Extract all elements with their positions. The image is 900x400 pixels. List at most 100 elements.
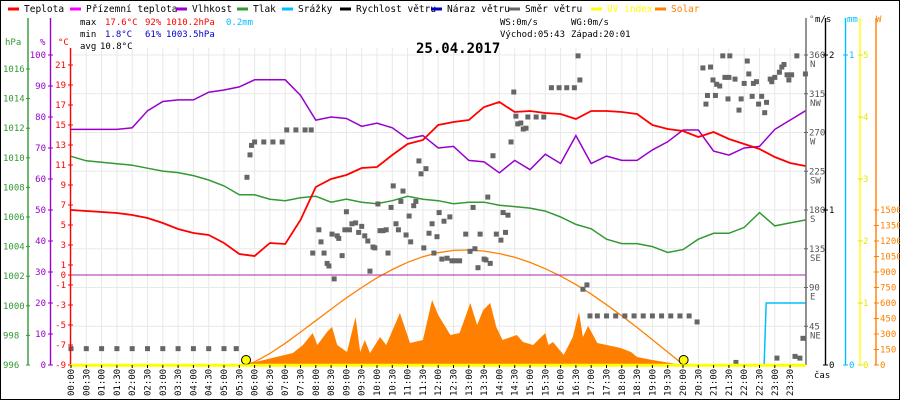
solar-tick-label: 900 xyxy=(880,268,896,278)
wind-direction-point xyxy=(249,142,255,148)
humidity-tick-label: 90 xyxy=(35,82,46,92)
wind-direction-point xyxy=(439,256,445,262)
pressure-tick-label: 1012 xyxy=(3,124,25,134)
legend-label: Tlak xyxy=(253,4,276,15)
temperature-tick-label: -5 xyxy=(55,321,66,331)
humidity-tick-label: 10 xyxy=(35,330,46,340)
temperature-tick-label: 15 xyxy=(55,121,66,131)
wind-direction-point xyxy=(786,77,792,83)
wind-direction-point xyxy=(160,346,166,352)
stat-max-temp: 17.6°C xyxy=(105,18,138,28)
x-tick-label: 03:00 xyxy=(159,369,169,396)
wind-direction-point xyxy=(710,77,716,83)
pressure-tick-label: 1014 xyxy=(3,95,25,105)
wind-direction-point xyxy=(515,121,521,127)
x-tick-label: 09:30 xyxy=(358,369,368,396)
wind-direction-point xyxy=(789,72,795,78)
solar-tick-label: 450 xyxy=(880,315,896,325)
direction-tick-label: 270 xyxy=(809,129,825,139)
legend-label: Solar xyxy=(671,4,700,15)
wind-direction-point xyxy=(261,139,267,145)
temperature-tick-label: 19 xyxy=(55,81,66,91)
wind-direction-point xyxy=(722,74,728,80)
wind-direction-point xyxy=(206,346,212,352)
x-tick-label: 14:30 xyxy=(511,369,521,396)
x-tick-label: 01:30 xyxy=(113,369,123,396)
x-tick-label: 03:30 xyxy=(174,369,184,396)
x-tick-label: 11:30 xyxy=(419,369,429,396)
wind-direction-point xyxy=(449,258,455,264)
wind-direction-point xyxy=(406,213,412,219)
wind-direction-point xyxy=(346,227,352,233)
temperature-tick-label: 11 xyxy=(55,161,66,171)
wind-direction-point xyxy=(472,246,478,252)
wind-direction-point xyxy=(511,89,517,95)
humidity-tick-label: 20 xyxy=(35,299,46,309)
wind-direction-point xyxy=(321,250,327,256)
stat-sunset: Západ:20:01 xyxy=(571,30,631,40)
wind-direction-point xyxy=(400,188,406,194)
wind-direction-point xyxy=(444,255,450,261)
direction-tick-label: 135 xyxy=(809,245,825,255)
wind-direction-point xyxy=(575,53,581,59)
wind-direction-point xyxy=(324,260,330,266)
direction-tick-label: 90 xyxy=(809,284,820,294)
sunrise-marker xyxy=(241,355,252,365)
x-tick-label: 15:30 xyxy=(541,369,551,396)
temperature-tick-label: 21 xyxy=(55,61,66,71)
temperature-line xyxy=(70,101,806,257)
wind-direction-point xyxy=(365,238,371,244)
stat-min-hum: 61% xyxy=(145,30,162,40)
wind-direction-point xyxy=(145,346,150,352)
chart-title-date: 25.04.2017 xyxy=(416,41,500,57)
wind-direction-point xyxy=(252,139,258,145)
solar-tick-label: 750 xyxy=(880,284,896,294)
wind-direction-point xyxy=(725,96,731,102)
stat-wind-gust: WG:0m/s xyxy=(571,18,609,28)
wind-direction-point xyxy=(362,233,368,239)
x-tick-label: 04:30 xyxy=(205,369,215,396)
wind-direction-point xyxy=(649,313,655,319)
x-tick-label: 07:00 xyxy=(281,369,291,396)
wind-tick-label: 1 xyxy=(829,206,834,216)
wind-direction-point xyxy=(732,76,738,82)
wind-direction-point xyxy=(467,248,473,254)
solar-tick-label: 1500 xyxy=(880,206,900,216)
solar-tick-label: 300 xyxy=(880,330,896,340)
wind-direction-point xyxy=(587,313,593,319)
wind-direction-point xyxy=(604,313,609,319)
wind-direction-point xyxy=(247,152,253,158)
wind-direction-point xyxy=(764,99,770,105)
wind-direction-point xyxy=(700,65,706,71)
axes-layer: hPa% °C9969981000100210041006100810101012… xyxy=(3,15,900,396)
solar-tick-label: 1200 xyxy=(880,237,900,247)
direction-tick-label: 180 xyxy=(809,206,825,216)
wind-direction-point xyxy=(452,258,458,264)
wind-direction-point xyxy=(640,313,646,319)
wind-direction-point xyxy=(686,313,692,319)
x-tick-label: 18:30 xyxy=(633,369,643,396)
stat-max-rain: 0.2mm xyxy=(226,18,253,28)
wind-direction-point xyxy=(548,85,554,91)
x-tick-label: 02:00 xyxy=(128,369,138,396)
wind-direction-point xyxy=(377,228,383,234)
wind-direction-point xyxy=(564,85,570,91)
wind-direction-point xyxy=(518,120,524,126)
x-tick-label: 21:00 xyxy=(710,369,720,396)
legend-label: Srážky xyxy=(298,4,333,15)
wind-direction-point xyxy=(375,201,381,207)
wind-direction-point xyxy=(508,139,514,145)
x-tick-label: 17:00 xyxy=(587,369,597,396)
wind-direction-point xyxy=(772,74,778,80)
wind-direction-point xyxy=(703,101,709,107)
solar-axis-title: W xyxy=(876,15,882,25)
x-tick-label: 18:00 xyxy=(618,369,628,396)
wind-direction-point xyxy=(339,253,345,259)
wind-direction-point xyxy=(284,127,290,133)
solar-tick-label: 0 xyxy=(880,361,885,371)
uv-tick-label: 4 xyxy=(863,113,868,123)
wind-direction-point xyxy=(318,239,324,245)
x-tick-label: 23:30 xyxy=(786,369,796,396)
wind-direction-point xyxy=(571,85,577,91)
wind-direction-point xyxy=(470,204,476,210)
